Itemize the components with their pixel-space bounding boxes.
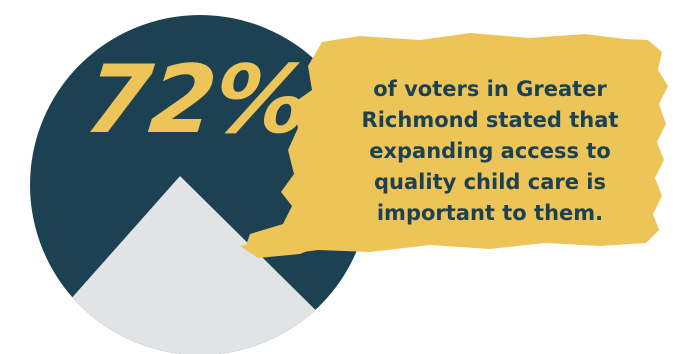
stat-percentage: 72% xyxy=(80,46,314,155)
stat-caption: of voters in Greater Richmond stated tha… xyxy=(361,77,619,225)
brush-stroke-highlight xyxy=(245,33,668,256)
mountain-shape xyxy=(30,176,360,354)
brush-stroke-tail xyxy=(240,236,330,258)
